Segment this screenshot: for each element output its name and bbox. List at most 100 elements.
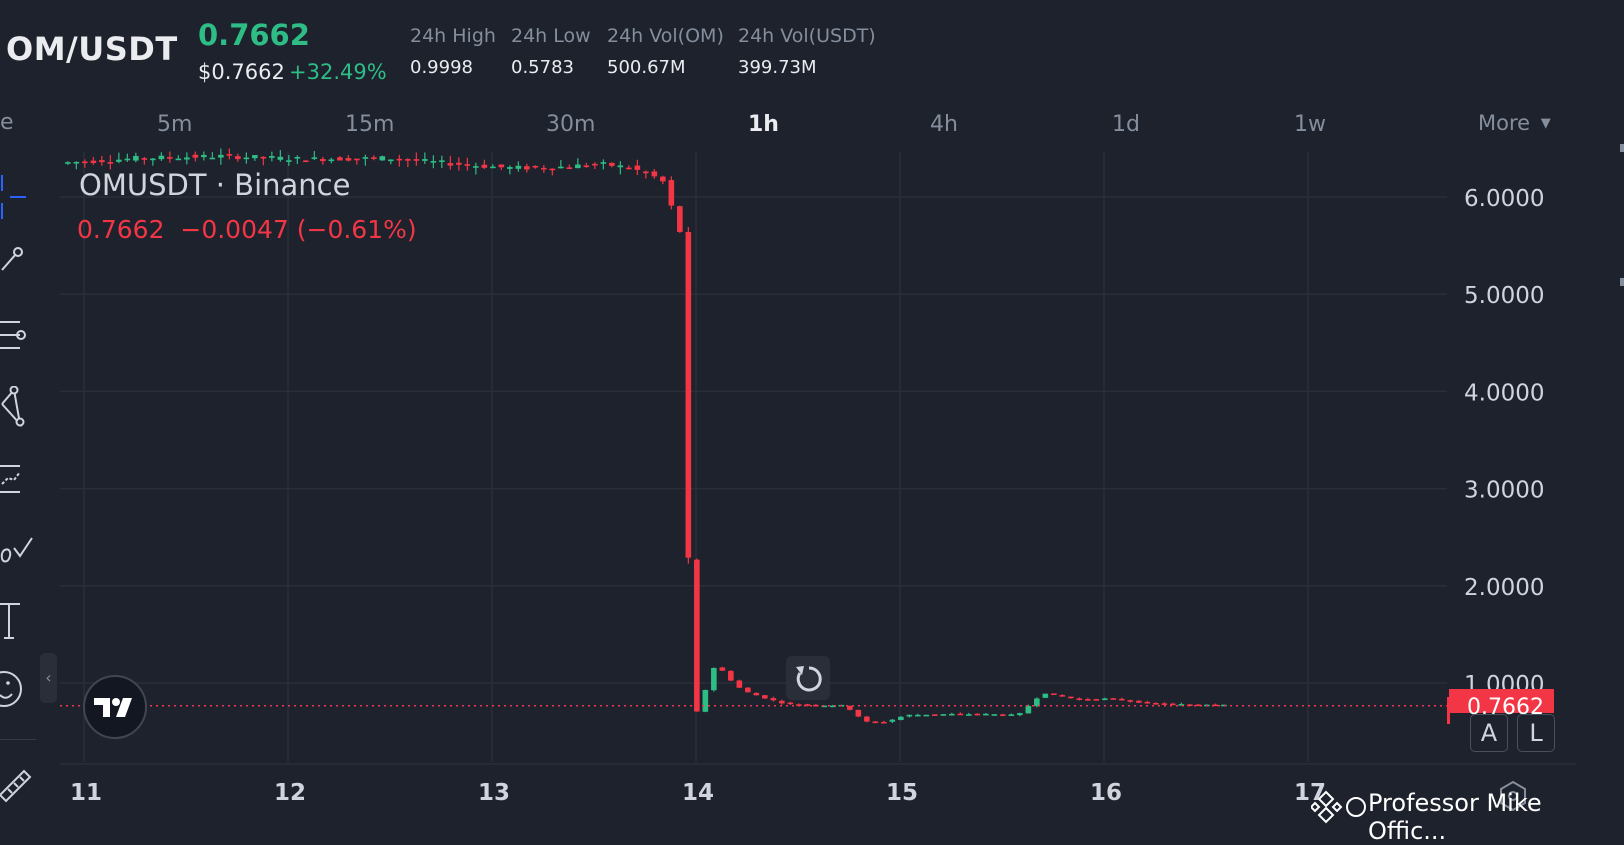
candle-body (753, 692, 760, 696)
crosshair-icon[interactable] (0, 175, 36, 219)
candle-body (209, 157, 216, 160)
brush-icon[interactable] (0, 528, 36, 572)
candle-body (974, 713, 981, 716)
candle-body (600, 162, 607, 164)
interval-tab-1h[interactable]: 1h (748, 112, 779, 137)
candle-body (532, 165, 539, 168)
candle-body (235, 156, 241, 160)
forecast-icon[interactable] (0, 458, 36, 502)
settings-icon[interactable] (1497, 780, 1529, 812)
stat-high-value: 0.9998 (410, 57, 473, 78)
interval-tab-15m[interactable]: 15m (345, 112, 395, 137)
emoji-icon[interactable] (0, 667, 36, 711)
candle-body (617, 165, 624, 168)
candle-body (1110, 698, 1117, 700)
interval-tab-1d[interactable]: 1d (1112, 112, 1140, 137)
y-tick-label: 6.0000 (1464, 186, 1544, 212)
candle-body (1119, 698, 1125, 701)
candle-body (354, 158, 360, 161)
reset-chart-button[interactable] (786, 656, 830, 700)
pattern-icon[interactable] (0, 386, 36, 430)
chevron-left-icon: ‹ (45, 668, 52, 687)
candle-body (651, 171, 658, 177)
candle-body (1144, 701, 1151, 704)
candle-body (90, 160, 97, 164)
candle-body (73, 161, 80, 164)
candle-body (184, 157, 190, 160)
candle-body (1170, 703, 1176, 706)
candle-body (422, 159, 428, 161)
candle-body (821, 705, 828, 708)
candle-body (337, 157, 343, 161)
candle-body (133, 156, 139, 161)
candle-body (371, 157, 377, 159)
trend-line-icon[interactable] (0, 240, 36, 284)
text-icon[interactable] (0, 600, 36, 644)
candle-body (558, 166, 564, 169)
candle-body (889, 719, 896, 722)
collapse-toolbar-button[interactable]: ‹ (40, 653, 57, 703)
interval-tab-clipped[interactable]: e (0, 110, 14, 135)
fib-lines-icon[interactable] (0, 318, 36, 362)
interval-tab-30m[interactable]: 30m (546, 112, 596, 137)
candle-body (566, 167, 573, 169)
x-tick-label: 16 (1090, 780, 1122, 806)
candle-body (966, 714, 972, 716)
candle-body (991, 714, 998, 716)
candle-body (949, 713, 955, 716)
candle-body (362, 157, 369, 159)
candle-body (294, 157, 301, 159)
log-scale-button[interactable]: L (1517, 714, 1555, 752)
y-tick-label: 4.0000 (1464, 380, 1544, 406)
binance-logo-icon (1311, 790, 1366, 824)
watermark-text: Professor Mike Offic... (1368, 789, 1542, 845)
candle-body (940, 714, 947, 716)
interval-tab-4h[interactable]: 4h (930, 112, 958, 137)
candle-body (779, 700, 785, 704)
candle-body (694, 559, 700, 712)
candle-body (481, 164, 488, 168)
candle-body (872, 721, 879, 724)
candle-body (226, 154, 233, 156)
candle-body (660, 176, 666, 182)
candle-body (804, 704, 811, 706)
stat-vol-base-label: 24h Vol(OM) (607, 25, 724, 47)
candle-body (932, 714, 938, 716)
candle-body (175, 158, 182, 161)
y-tick-label: 5.0000 (1464, 283, 1544, 309)
stat-vol-quote-value: 399.73M (738, 57, 817, 78)
more-intervals-button[interactable]: More ▼ (1478, 111, 1551, 135)
candle-body (583, 165, 590, 168)
interval-tab-1w[interactable]: 1w (1294, 112, 1326, 137)
candle-body (99, 160, 105, 163)
candle-body (218, 154, 224, 158)
stat-low-value: 0.5783 (511, 57, 574, 78)
candle-body (1102, 698, 1108, 701)
candle-body (855, 709, 862, 717)
candle-body (379, 156, 386, 161)
auto-scale-button[interactable]: A (1470, 714, 1508, 752)
candle-body (906, 714, 913, 717)
candle-body (1034, 698, 1040, 707)
toolbar-divider (0, 739, 36, 740)
stat-low-label: 24h Low (511, 25, 591, 47)
candle-body (116, 159, 122, 162)
x-tick-label: 15 (886, 780, 918, 806)
ruler-icon[interactable] (0, 761, 36, 805)
tradingview-logo[interactable] (82, 674, 148, 740)
interval-tab-5m[interactable]: 5m (157, 112, 193, 137)
x-tick-label: 13 (478, 780, 510, 806)
candle-body (728, 670, 734, 681)
candle-body (881, 721, 887, 724)
candle-body (1025, 705, 1032, 714)
candle-body (745, 687, 751, 693)
candle-body (107, 162, 114, 164)
candle-body (439, 160, 445, 162)
candle-body (983, 713, 989, 716)
candle-body (277, 156, 284, 160)
candle-body (286, 160, 292, 162)
candle-body (1093, 699, 1100, 701)
candle-body (957, 713, 964, 716)
candle-body (787, 702, 794, 705)
